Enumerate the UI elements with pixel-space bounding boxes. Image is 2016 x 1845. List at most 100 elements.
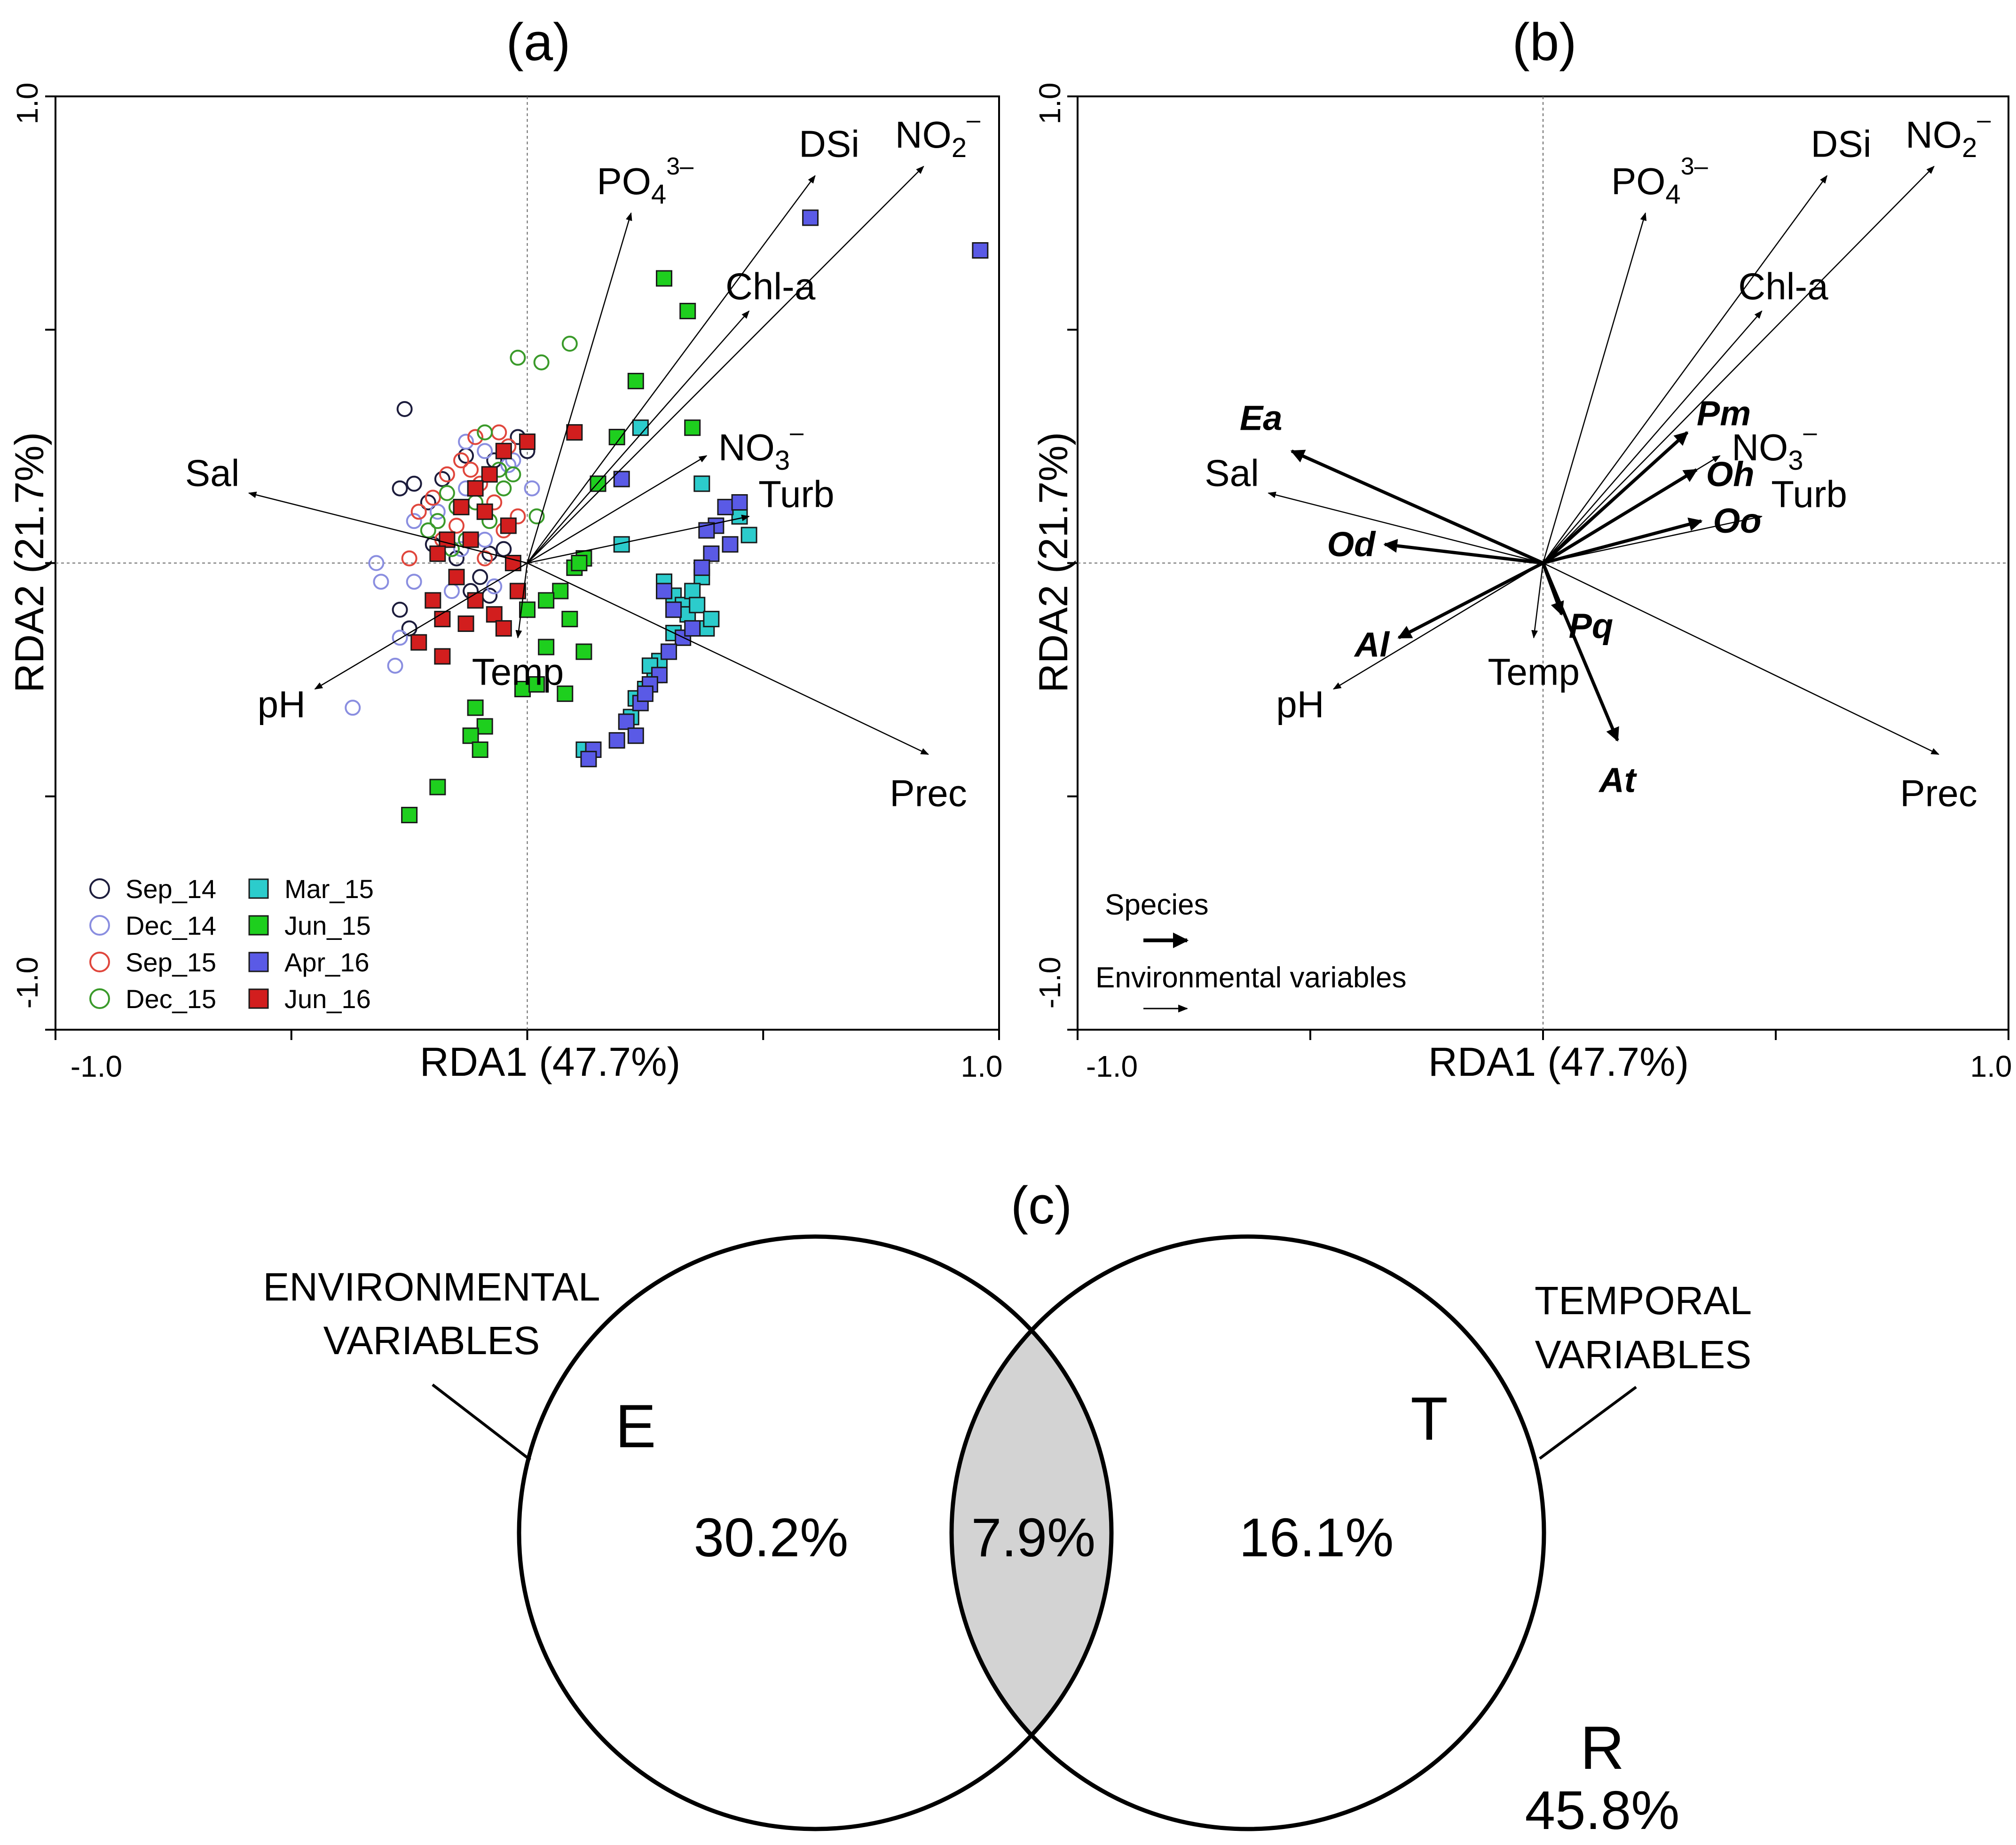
sample-point-jun_16 <box>519 433 536 450</box>
sample-point-mar_15 <box>684 583 701 599</box>
sample-point-jun_16 <box>476 503 493 520</box>
sample-point-dec_14 <box>368 555 385 571</box>
venn-label-env-line1: ENVIRONMENTAL <box>263 1265 600 1309</box>
sample-point-dec_15 <box>496 480 512 497</box>
panel-a-y-tick-min: -1.0 <box>10 957 44 1009</box>
sample-point-sep_15 <box>453 452 470 469</box>
sample-point-dec_15 <box>420 522 436 539</box>
panel-b-env-label-temp: Temp <box>1488 651 1580 693</box>
panel-b-key: Species Environmental variables <box>1095 889 1407 1013</box>
panel-a-env-arrow-turb <box>527 514 750 564</box>
species-arrow-oo <box>1543 517 1703 565</box>
sample-point-dec_15 <box>510 349 526 366</box>
species-label-oo: Oo <box>1713 501 1762 540</box>
panel-b-env-label-sal: Sal <box>1205 452 1259 494</box>
panel-b-env-arrow-po4 <box>1542 212 1647 563</box>
sample-point-sep_14 <box>448 550 465 567</box>
sample-point-jun_16 <box>467 480 484 497</box>
sample-point-mar_15 <box>693 475 710 492</box>
species-arrow-oh <box>1542 468 1698 565</box>
sample-point-apr_16 <box>618 713 635 730</box>
species-label-al: Al <box>1354 625 1390 664</box>
sample-point-dec_15 <box>533 354 550 371</box>
legend-label-mar_15: Mar_15 <box>284 874 374 904</box>
sample-point-apr_16 <box>731 494 748 511</box>
panel-a: (a) RDA1 (47.7%) RDA2 (21.7%) -1.0 1.0 1… <box>7 13 1002 1085</box>
species-label-ea: Ea <box>1240 398 1283 437</box>
panel-a-env-arrow-temp <box>515 563 528 639</box>
sample-point-apr_16 <box>802 209 819 226</box>
venn-leader-temporal <box>1539 1386 1637 1460</box>
sample-point-apr_16 <box>722 536 739 553</box>
species-label-od: Od <box>1327 525 1377 564</box>
venn-value-environmental: 30.2% <box>694 1507 849 1568</box>
sample-point-jun_15 <box>679 303 696 320</box>
sample-point-jun_15 <box>538 639 555 655</box>
legend-marker-jun_15 <box>248 915 269 936</box>
sample-point-sep_15 <box>510 508 526 525</box>
panel-c-venn: (c) ENVIRONMENTAL VARIABLES TEMPORAL VAR… <box>263 1176 1752 1841</box>
sample-point-jun_15 <box>528 676 545 693</box>
sample-point-jun_15 <box>467 699 484 716</box>
panel-a-env-arrow-prec <box>527 562 929 755</box>
sample-point-dec_14 <box>406 513 422 529</box>
panel-b-env-arrow-chl-a <box>1543 310 1763 564</box>
panel-b-y-tick-max: 1.0 <box>1033 83 1067 125</box>
sample-point-sep_15 <box>491 424 507 441</box>
legend-marker-sep_14 <box>89 878 110 899</box>
sample-point-sep_14 <box>472 569 488 585</box>
sample-point-jun_15 <box>561 611 578 628</box>
sample-point-sep_15 <box>477 550 493 567</box>
sample-point-dec_14 <box>429 504 446 520</box>
sample-point-jun_15 <box>472 741 488 758</box>
panel-b-env-label-prec: Prec <box>1900 772 1977 814</box>
sample-point-jun_15 <box>552 583 569 599</box>
panel-a-label: (a) <box>506 13 571 71</box>
sample-point-sep_15 <box>410 504 427 520</box>
sample-point-dec_14 <box>406 574 422 590</box>
sample-point-mar_15 <box>703 611 720 628</box>
legend-marker-sep_15 <box>89 952 110 972</box>
panel-a-env-arrow-chl-a <box>527 310 750 564</box>
venn-letter-r: R <box>1580 1713 1624 1782</box>
sample-point-jun_16 <box>434 648 451 665</box>
sample-point-apr_16 <box>684 620 701 637</box>
panel-a-env-arrow-dsi <box>527 175 816 564</box>
sample-point-apr_16 <box>661 643 677 660</box>
panel-a-x-tick-max: 1.0 <box>961 1049 1003 1083</box>
sample-point-jun_16 <box>439 531 456 548</box>
panel-a-env-label-dsi: DSi <box>799 123 859 165</box>
sample-point-sep_15 <box>439 466 455 482</box>
venn-label-temp-line2: VARIABLES <box>1535 1332 1752 1377</box>
sample-point-jun_15 <box>401 806 418 823</box>
panel-b-x-tick-min: -1.0 <box>1086 1049 1138 1083</box>
sample-point-apr_16 <box>665 601 682 618</box>
sample-point-mar_15 <box>689 597 706 614</box>
sample-point-mar_15 <box>731 508 748 525</box>
panel-c-label: (c) <box>1011 1176 1072 1235</box>
sample-point-jun_16 <box>429 545 446 562</box>
sample-point-sep_14 <box>496 541 512 557</box>
panel-b-env-label-ph: pH <box>1276 683 1324 725</box>
venn-value-residual: 45.8% <box>1525 1780 1680 1841</box>
sample-point-dec_14 <box>477 443 493 459</box>
panel-a-env-label-prec: Prec <box>890 772 967 814</box>
sample-point-apr_16 <box>627 727 644 744</box>
sample-point-jun_16 <box>457 615 474 632</box>
key-species-label: Species <box>1105 889 1209 921</box>
sample-point-jun_15 <box>538 592 555 609</box>
panel-a-env-arrow-ph <box>314 562 528 690</box>
venn-value-shared: 7.9% <box>971 1507 1095 1568</box>
sample-point-dec_14 <box>524 480 540 497</box>
legend-marker-jun_16 <box>248 988 269 1009</box>
species-arrow-pm <box>1542 431 1689 565</box>
legend-label-jun_16: Jun_16 <box>284 984 371 1014</box>
panel-b-env-label-po4: PO43– <box>1611 153 1708 210</box>
species-arrow-al <box>1397 561 1544 639</box>
sample-point-dec_15 <box>561 336 578 352</box>
key-env-label: Environmental variables <box>1095 962 1407 994</box>
venn-letter-e: E <box>615 1392 656 1460</box>
sample-point-apr_16 <box>717 498 734 515</box>
panel-a-env-label-no3: NO3– <box>718 419 803 476</box>
